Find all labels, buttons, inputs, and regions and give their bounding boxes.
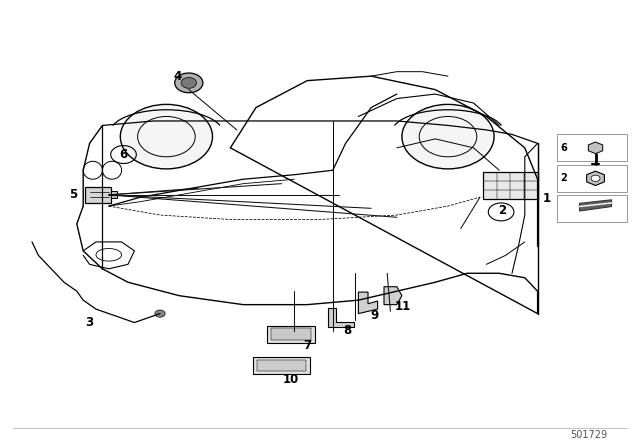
Text: 6: 6 bbox=[120, 148, 127, 161]
Polygon shape bbox=[358, 292, 378, 314]
FancyBboxPatch shape bbox=[111, 191, 117, 198]
Text: 4: 4 bbox=[174, 69, 182, 83]
Circle shape bbox=[155, 310, 165, 317]
Text: 8: 8 bbox=[343, 323, 351, 337]
Text: 9: 9 bbox=[371, 309, 378, 323]
Circle shape bbox=[181, 78, 196, 88]
FancyBboxPatch shape bbox=[557, 195, 627, 222]
Text: 7: 7 bbox=[303, 339, 311, 353]
Text: 2: 2 bbox=[499, 204, 506, 217]
FancyBboxPatch shape bbox=[257, 360, 306, 371]
Text: 501729: 501729 bbox=[570, 431, 607, 440]
Text: 2: 2 bbox=[561, 173, 568, 183]
Polygon shape bbox=[588, 142, 603, 154]
Text: 10: 10 bbox=[282, 373, 299, 386]
Text: 6: 6 bbox=[561, 143, 568, 153]
FancyBboxPatch shape bbox=[557, 165, 627, 192]
Polygon shape bbox=[587, 171, 604, 185]
FancyBboxPatch shape bbox=[268, 326, 316, 343]
Polygon shape bbox=[328, 308, 354, 327]
Text: 11: 11 bbox=[395, 300, 412, 313]
Text: 5: 5 bbox=[70, 188, 77, 202]
FancyBboxPatch shape bbox=[271, 328, 312, 340]
FancyBboxPatch shape bbox=[85, 187, 111, 203]
Circle shape bbox=[591, 175, 600, 181]
FancyBboxPatch shape bbox=[483, 172, 538, 199]
FancyBboxPatch shape bbox=[557, 134, 627, 161]
Circle shape bbox=[175, 73, 203, 93]
Text: 1: 1 bbox=[543, 191, 551, 205]
Polygon shape bbox=[384, 287, 402, 305]
Polygon shape bbox=[580, 200, 612, 211]
Text: 3: 3 bbox=[86, 316, 93, 329]
Circle shape bbox=[402, 104, 494, 169]
Circle shape bbox=[120, 104, 212, 169]
FancyBboxPatch shape bbox=[253, 357, 310, 374]
